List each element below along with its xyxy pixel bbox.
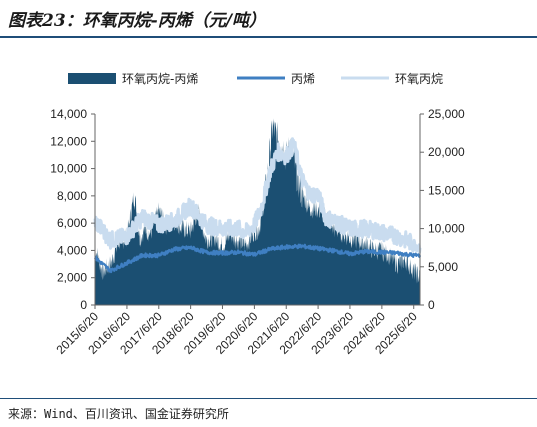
y-right-tick-label: 20,000 (428, 145, 465, 159)
y-left-tick-label: 8,000 (57, 189, 87, 203)
y-left-tick-label: 10,000 (50, 162, 87, 176)
legend-label-spread: 环氧丙烷-丙烯 (122, 72, 198, 86)
series-line-propylene (94, 243, 422, 274)
y-right-tick-label: 10,000 (428, 222, 465, 236)
y-right-tick-label: 5,000 (428, 260, 458, 274)
plot-area (93, 118, 422, 306)
series-area-spread (95, 118, 420, 306)
y-left-tick-label: 6,000 (57, 216, 87, 230)
y-right-tick-label: 15,000 (428, 183, 465, 197)
y-left-tick-label: 12,000 (50, 134, 87, 148)
y-right-tick-label: 25,000 (428, 107, 465, 121)
y-right-tick-label: 0 (428, 298, 435, 312)
chart-svg: 环氧丙烷-丙烯 丙烯 环氧丙烷 0 2,000 4,000 6,000 8,000 10,00… (50, 72, 465, 357)
legend-label-propylene: 丙烯 (291, 72, 315, 86)
y-left-tick-label: 14,000 (50, 107, 87, 121)
legend: 环氧丙烷-丙烯 丙烯 环氧丙烷 (68, 72, 443, 86)
legend-label-po: 环氧丙烷 (395, 72, 443, 86)
y-left-tick-label: 2,000 (57, 271, 87, 285)
legend-swatch-spread (68, 73, 116, 84)
source-note: 来源：Wind、百川资讯、国金证券研究所 (8, 407, 229, 421)
y-left-tick-label: 4,000 (57, 243, 87, 257)
footer-divider (0, 398, 537, 399)
title-divider (0, 36, 537, 38)
legend-item-propylene: 丙烯 (237, 72, 315, 86)
legend-item-po: 环氧丙烷 (341, 72, 443, 86)
legend-item-spread: 环氧丙烷-丙烯 (68, 72, 198, 86)
chart-title: 图表23：环氧丙烷-丙烯（元/吨） (8, 11, 266, 31)
series-line-po (93, 137, 422, 254)
y-left-tick-label: 0 (80, 298, 87, 312)
